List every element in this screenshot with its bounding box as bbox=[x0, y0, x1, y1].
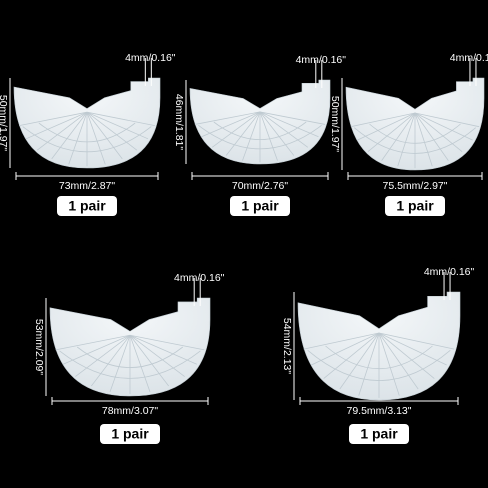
width-label: 73mm/2.87" bbox=[59, 180, 116, 192]
quantity-label: 1 pair bbox=[396, 198, 434, 214]
rib bbox=[260, 112, 318, 137]
ring bbox=[23, 127, 151, 152]
rib bbox=[87, 112, 122, 159]
protector-item: 70mm/2.76" 46mm/1.81" 4mm/0.16" 1 pair bbox=[173, 54, 346, 216]
rib bbox=[75, 335, 130, 376]
height-label: 50mm/1.97" bbox=[0, 95, 9, 152]
thickness-label: 4mm/0.16" bbox=[296, 54, 347, 66]
rib bbox=[379, 333, 418, 389]
quantity-badge bbox=[349, 424, 409, 444]
quantity-badge bbox=[230, 196, 290, 216]
rib bbox=[37, 112, 87, 150]
rib bbox=[382, 113, 415, 161]
rib bbox=[415, 113, 432, 166]
rib bbox=[260, 112, 325, 125]
height-label: 54mm/2.13" bbox=[281, 318, 293, 375]
rib bbox=[359, 333, 379, 396]
ring bbox=[308, 350, 451, 380]
rib bbox=[311, 333, 379, 365]
thickness-label: 4mm/0.16" bbox=[424, 266, 475, 278]
rib bbox=[63, 335, 130, 364]
rib bbox=[379, 333, 434, 379]
ring bbox=[198, 125, 321, 149]
protector bbox=[190, 80, 330, 164]
rib bbox=[415, 113, 462, 152]
quantity-label: 1 pair bbox=[241, 198, 279, 214]
protector-item: 78mm/3.07" 53mm/2.09" 4mm/0.16" 1 pair bbox=[33, 272, 225, 444]
ring bbox=[354, 128, 475, 154]
rib bbox=[398, 113, 415, 166]
rib bbox=[379, 333, 447, 365]
rib bbox=[368, 113, 415, 152]
rib bbox=[130, 335, 150, 392]
ring bbox=[369, 124, 460, 143]
rib bbox=[110, 335, 130, 392]
rib bbox=[304, 333, 379, 349]
rib bbox=[130, 335, 169, 386]
rib bbox=[87, 112, 105, 164]
rib bbox=[87, 112, 148, 139]
protector-item: 73mm/2.87" 50mm/1.97" 4mm/0.16" 1 pair bbox=[0, 52, 176, 216]
rib bbox=[130, 335, 197, 364]
protector-item: 75.5mm/2.97" 50mm/1.97" 4mm/0.16" 1 pair bbox=[329, 52, 488, 216]
rib bbox=[91, 335, 130, 386]
rib bbox=[26, 112, 87, 139]
width-label: 78mm/3.07" bbox=[102, 405, 159, 417]
height-label: 53mm/2.09" bbox=[33, 319, 45, 376]
rib bbox=[324, 333, 379, 379]
rib bbox=[357, 113, 415, 140]
rib bbox=[69, 112, 87, 164]
ring bbox=[214, 122, 306, 140]
protector bbox=[346, 78, 484, 170]
rib bbox=[202, 112, 260, 137]
ring bbox=[326, 346, 433, 369]
rib bbox=[260, 112, 308, 147]
rib bbox=[379, 333, 399, 396]
rib bbox=[351, 113, 415, 127]
height-label: 46mm/1.81" bbox=[173, 94, 185, 151]
rib bbox=[130, 335, 204, 350]
quantity-badge bbox=[100, 424, 160, 444]
rib bbox=[226, 112, 260, 156]
rib bbox=[19, 112, 87, 125]
thickness-label: 4mm/0.16" bbox=[450, 52, 488, 64]
width-label: 79.5mm/3.13" bbox=[346, 405, 411, 417]
height-label: 50mm/1.97" bbox=[329, 96, 341, 153]
protector-item: 79.5mm/3.13" 54mm/2.13" 4mm/0.16" 1 pair bbox=[281, 266, 475, 444]
ring bbox=[39, 123, 135, 142]
rib bbox=[87, 112, 155, 125]
rib bbox=[379, 333, 454, 349]
quantity-label: 1 pair bbox=[68, 198, 106, 214]
rib bbox=[260, 112, 294, 156]
protector bbox=[50, 298, 210, 396]
quantity-badge bbox=[385, 196, 445, 216]
rib bbox=[415, 113, 479, 127]
rib bbox=[415, 113, 473, 140]
rib bbox=[195, 112, 260, 125]
rib bbox=[415, 113, 448, 161]
rib bbox=[242, 112, 260, 161]
protector bbox=[298, 292, 460, 400]
protector bbox=[14, 78, 160, 168]
thickness-label: 4mm/0.16" bbox=[125, 52, 176, 64]
quantity-label: 1 pair bbox=[111, 426, 149, 442]
rib bbox=[56, 335, 130, 350]
quantity-label: 1 pair bbox=[360, 426, 398, 442]
rib bbox=[212, 112, 260, 147]
ring bbox=[77, 347, 183, 368]
rib bbox=[87, 112, 137, 150]
width-label: 70mm/2.76" bbox=[232, 180, 289, 192]
thickness-label: 4mm/0.16" bbox=[174, 272, 225, 284]
quantity-badge bbox=[57, 196, 117, 216]
rib bbox=[260, 112, 278, 161]
rib bbox=[130, 335, 185, 376]
rib bbox=[340, 333, 379, 389]
width-label: 75.5mm/2.97" bbox=[382, 180, 447, 192]
rib bbox=[52, 112, 87, 159]
ring bbox=[60, 351, 201, 378]
